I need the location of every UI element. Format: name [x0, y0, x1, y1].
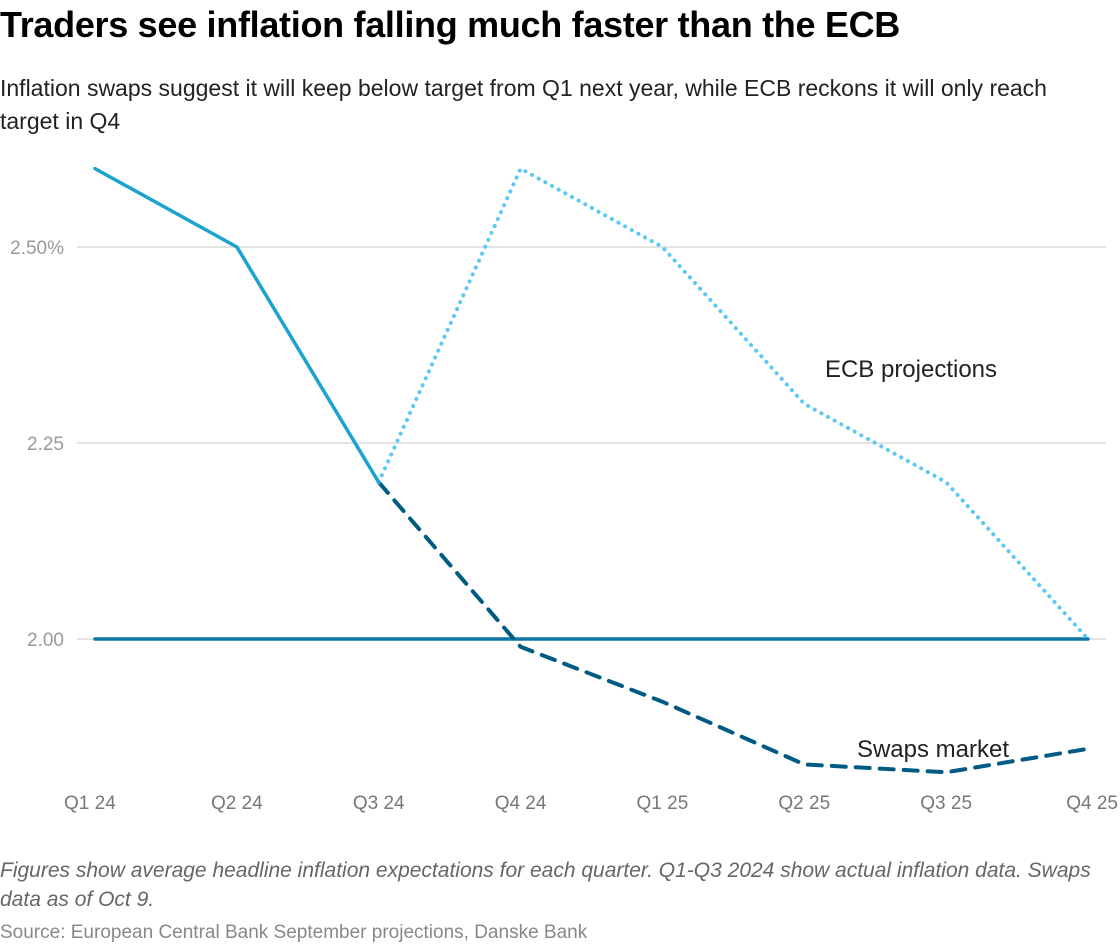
x-axis-ticks: Q1 24 Q2 24 Q3 24 Q4 24 Q1 25 Q2 25 Q3 25 Q4 25	[64, 793, 1118, 814]
gridlines	[77, 246, 1106, 640]
x-tick-label: Q2 24	[211, 793, 263, 814]
annotations: ECB projections Swaps market	[825, 356, 1009, 763]
series-annotation: Swaps market	[857, 736, 1009, 763]
chart-note: Figures show average headline inflation …	[0, 859, 1091, 911]
series-line-actual-inflation	[93, 166, 381, 484]
line-chart: 2.50%2.252.00 Q1 24 Q2 24 Q3 24 Q4 24 Q1 25 Q…	[10, 166, 1118, 814]
series-line-swaps-market	[376, 480, 1090, 775]
chart-subtitle: Inflation swaps suggest it will keep bel…	[0, 75, 1047, 134]
x-tick-label: Q2 25	[778, 793, 830, 814]
series-lines	[93, 166, 1090, 775]
series-annotation: ECB projections	[825, 356, 997, 383]
x-tick-label: Q4 25	[1066, 793, 1118, 814]
x-tick-label: Q3 24	[353, 793, 405, 814]
x-tick-label: Q1 24	[64, 793, 116, 814]
series-line-ecb-projections	[376, 166, 1090, 641]
chart-title: Traders see inflation falling much faste…	[0, 4, 900, 45]
x-tick-label: Q3 25	[920, 793, 972, 814]
y-tick-label: 2.25	[27, 434, 64, 455]
x-tick-label: Q4 24	[495, 793, 547, 814]
chart-source: Source: European Central Bank September …	[0, 922, 588, 943]
y-tick-label: 2.50%	[10, 238, 64, 259]
y-tick-label: 2.00	[27, 630, 64, 651]
y-axis-ticks: 2.50% 2.25 2.00	[10, 238, 64, 651]
x-tick-label: Q1 25	[637, 793, 689, 814]
